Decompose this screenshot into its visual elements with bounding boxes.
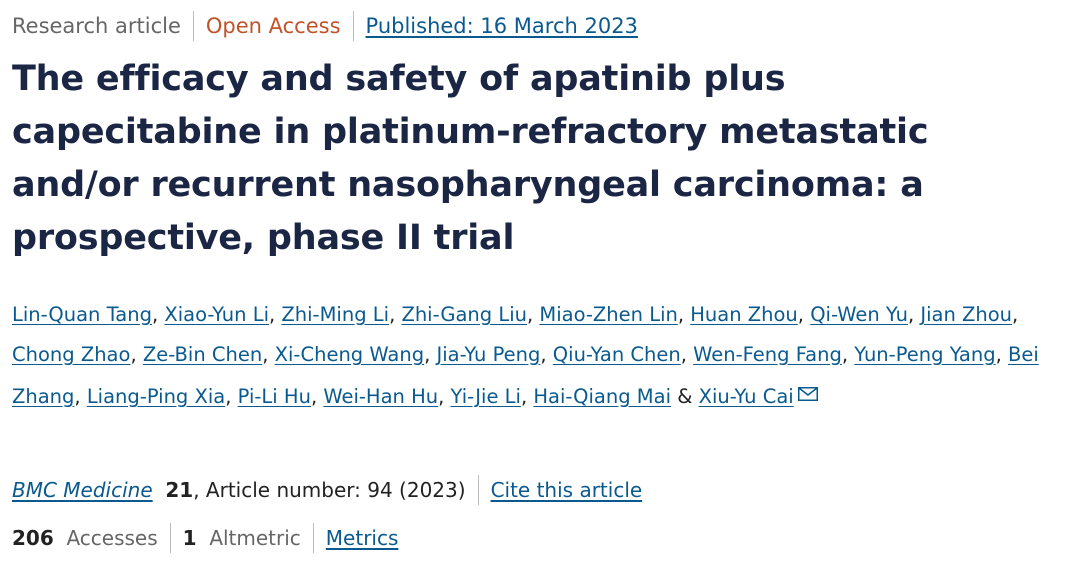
author-link[interactable]: Zhi-Gang Liu bbox=[401, 303, 527, 326]
author-link[interactable]: Ze-Bin Chen bbox=[142, 343, 263, 366]
journal-name: BMC Medicine bbox=[12, 478, 153, 502]
author-link[interactable]: Wei-Han Hu bbox=[323, 385, 439, 408]
divider bbox=[192, 11, 194, 41]
altmetric-count: 1 bbox=[182, 526, 197, 550]
divider bbox=[352, 11, 354, 41]
author-link[interactable]: Wen-Feng Fang bbox=[693, 343, 842, 366]
author-link[interactable]: Yun-Peng Yang bbox=[854, 343, 996, 366]
journal-link[interactable]: BMC Medicine bbox=[12, 478, 153, 502]
article-type: Research article bbox=[12, 14, 181, 38]
volume: 21 bbox=[165, 478, 194, 502]
author-link[interactable]: Lin-Quan Tang bbox=[12, 303, 152, 326]
published-date-link[interactable]: Published: 16 March 2023 bbox=[365, 14, 638, 38]
author-link[interactable]: Jian Zhou bbox=[920, 303, 1013, 326]
journal-info: BMC Medicine 21 , Article number: 94 (20… bbox=[12, 475, 1080, 505]
author-link[interactable]: Bei Zhang bbox=[12, 343, 1039, 408]
altmetric-label: Altmetric bbox=[209, 526, 301, 550]
author-link[interactable]: Zhi-Ming Li bbox=[281, 303, 390, 326]
article-meta: Research article Open Access Published: … bbox=[12, 11, 1080, 41]
accesses-label: Accesses bbox=[66, 526, 158, 550]
author-link[interactable]: Miao-Zhen Lin bbox=[539, 303, 678, 326]
author-link[interactable]: Qiu-Yan Chen bbox=[552, 343, 681, 366]
author-link[interactable]: Jia-Yu Peng bbox=[436, 343, 541, 366]
author-link[interactable]: Xiu-Yu Cai bbox=[698, 385, 794, 408]
author-link[interactable]: Qi-Wen Yu bbox=[810, 303, 908, 326]
metrics-link[interactable]: Metrics bbox=[325, 526, 399, 550]
accesses-count: 206 bbox=[12, 526, 54, 550]
author-link[interactable]: Xi-Cheng Wang bbox=[274, 343, 425, 366]
author-list: Lin-Quan Tang, Xiao-Yun Li, Zhi-Ming Li,… bbox=[12, 303, 1039, 408]
article-title: The efficacy and safety of apatinib plus… bbox=[12, 59, 929, 258]
author-conjunction: & bbox=[677, 385, 693, 408]
author-link[interactable]: Huan Zhou bbox=[690, 303, 798, 326]
divider bbox=[169, 523, 171, 553]
author-link[interactable]: Yi-Jie Li bbox=[450, 385, 521, 408]
author-link[interactable]: Hai-Qiang Mai bbox=[533, 385, 671, 408]
article-header: Research article Open Access Published: … bbox=[0, 11, 1080, 553]
author-link[interactable]: Pi-Li Hu bbox=[237, 385, 311, 408]
divider bbox=[477, 475, 479, 505]
author-link[interactable]: Liang-Ping Xia bbox=[86, 385, 226, 408]
envelope-icon[interactable] bbox=[797, 375, 818, 401]
author-link[interactable]: Chong Zhao bbox=[12, 343, 131, 366]
article-stats: 206 Accesses 1 Altmetric Metrics bbox=[12, 523, 1080, 553]
open-access-label: Open Access bbox=[205, 14, 341, 38]
article-number: , Article number: 94 (2023) bbox=[193, 478, 466, 502]
author-link[interactable]: Xiao-Yun Li bbox=[164, 303, 270, 326]
divider bbox=[312, 523, 314, 553]
cite-article-link[interactable]: Cite this article bbox=[490, 478, 643, 502]
